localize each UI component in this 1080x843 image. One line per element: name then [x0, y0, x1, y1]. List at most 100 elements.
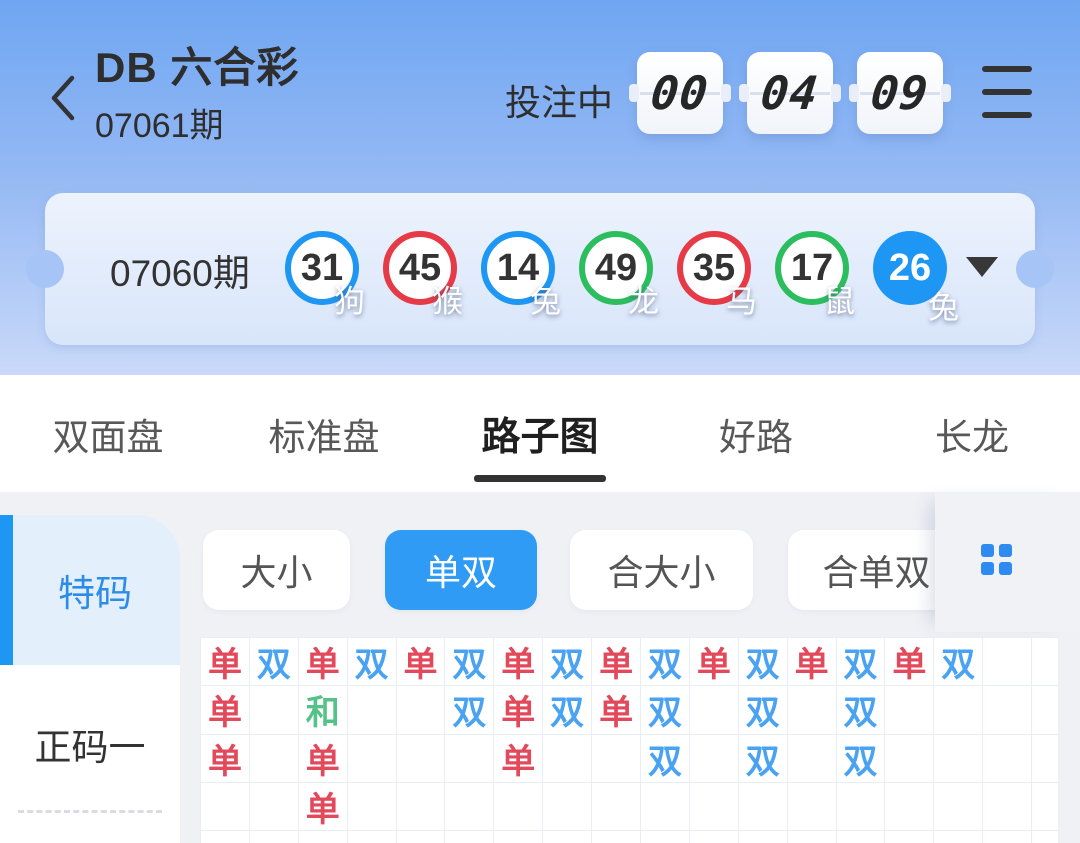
- tab-label: 长龙: [935, 416, 1009, 458]
- tab-bar: 双面盘 标准盘 路子图 好路 长龙: [0, 375, 1080, 492]
- roadmap-cell: 单: [787, 638, 837, 687]
- roadmap-cell: [738, 782, 788, 832]
- roadmap-cell: [201, 782, 250, 832]
- roadmap-cell: 双: [738, 638, 788, 687]
- roadmap-cell: [592, 831, 642, 843]
- lottery-ball-6: 26 兔: [873, 231, 959, 325]
- roadmap-cell: 双: [641, 638, 690, 687]
- tab-2[interactable]: 路子图: [455, 375, 625, 492]
- roadmap-cell: [836, 782, 886, 832]
- roadmap-cell: [934, 831, 984, 843]
- draw-balls-row: 31 狗 45 猴 14 兔 49 龙 35 马 17 鼠 26 兔: [285, 231, 959, 325]
- sidebar-item-special-code[interactable]: 特码: [0, 515, 180, 665]
- tab-1[interactable]: 标准盘: [239, 375, 409, 492]
- roadmap-cell: 单: [592, 638, 642, 687]
- ball-number: 49: [594, 246, 638, 289]
- countdown-hours-value: 00: [648, 66, 712, 120]
- roadmap-cell: [249, 734, 299, 783]
- roadmap-cell: [983, 638, 1033, 687]
- app-header: DB 六合彩 07061期 投注中 00 04 09 07060期 31 狗 45 猴…: [0, 0, 1080, 375]
- roadmap-cell: [249, 686, 299, 735]
- expand-caret-icon[interactable]: [966, 257, 998, 277]
- filter-button-2[interactable]: 合大小: [570, 530, 753, 610]
- roadmap-cell: 单: [494, 686, 544, 735]
- roadmap-cell: 单: [201, 686, 250, 735]
- roadmap-cell: [249, 782, 299, 832]
- ball-zodiac-label: 兔: [928, 290, 959, 325]
- ball-zodiac-label: 龙: [628, 284, 659, 319]
- roadmap-cell: 双: [641, 686, 690, 735]
- tab-label: 路子图: [481, 415, 599, 459]
- ball-number: 17: [790, 246, 834, 289]
- roadmap-cell: [690, 831, 739, 843]
- roadmap-cell: [885, 686, 935, 735]
- roadmap-cell: [641, 782, 690, 832]
- ball-number: 26: [888, 246, 932, 289]
- roadmap-cell: 双: [934, 638, 984, 687]
- ball-number: 31: [300, 246, 344, 289]
- roadmap-cell: [1032, 735, 1058, 783]
- roadmap-cell: [1032, 638, 1058, 687]
- roadmap-cell: [1032, 831, 1058, 843]
- roadmap-cell: 单: [494, 638, 544, 687]
- roadmap-cell: [592, 782, 642, 832]
- roadmap-cell: [788, 831, 837, 843]
- filter-button-0[interactable]: 大小: [203, 530, 350, 610]
- back-button[interactable]: [44, 72, 84, 124]
- roadmap-cell: [397, 831, 446, 843]
- roadmap-cell: 单: [885, 638, 935, 687]
- lottery-ball-4: 35 马: [677, 231, 757, 319]
- roadmap-cell: [396, 782, 446, 832]
- lottery-ball-3: 49 龙: [579, 231, 659, 319]
- roadmap-cell: 单: [494, 734, 544, 783]
- roadmap-cell: [445, 831, 495, 843]
- roadmap-cell: [837, 831, 886, 843]
- roadmap-cell: 双: [445, 686, 495, 735]
- last-draw-card[interactable]: 07060期 31 狗 45 猴 14 兔 49 龙 35 马 17 鼠 26 兔: [26, 193, 1054, 345]
- lottery-ball-1: 45 猴: [383, 231, 463, 319]
- ball-zodiac-label: 猴: [432, 284, 463, 319]
- roadmap-cell: 双: [445, 638, 495, 687]
- roadmap-grid: 单双单双单双单双单双单双单双单双单和双单双单双双双单单单双双双单: [200, 637, 1058, 843]
- sidebar-item-label: 特码: [58, 573, 132, 614]
- roadmap-cell: [983, 782, 1033, 832]
- active-indicator-bar: [0, 515, 13, 665]
- roadmap-cell: [983, 734, 1033, 783]
- roadmap-cell: 双: [836, 734, 886, 783]
- roadmap-cell: 双: [836, 638, 886, 687]
- roadmap-cell: 和: [298, 686, 348, 735]
- roadmap-cell: 双: [836, 686, 886, 735]
- roadmap-cell: 单: [298, 734, 348, 783]
- sidebar-item-zhengma-1[interactable]: 正码一: [0, 665, 180, 843]
- roadmap-cell: [543, 734, 593, 783]
- roadmap-cell: [543, 831, 593, 843]
- roadmap-cell: [983, 686, 1033, 735]
- divider: [18, 810, 162, 813]
- roadmap-cell: 双: [738, 686, 788, 735]
- grid-expand-icon[interactable]: [981, 544, 1012, 575]
- tab-label: 双面盘: [52, 416, 164, 458]
- roadmap-cell: [739, 831, 788, 843]
- roadmap-cell: [347, 686, 397, 735]
- roadmap-cell: [885, 782, 935, 832]
- roadmap-cell: [201, 831, 250, 843]
- roadmap-cell: 单: [298, 782, 348, 832]
- roadmap-cell: 双: [641, 734, 690, 783]
- tab-3[interactable]: 好路: [671, 375, 841, 492]
- tab-4[interactable]: 长龙: [887, 375, 1057, 492]
- tab-0[interactable]: 双面盘: [23, 375, 193, 492]
- filter-button-1[interactable]: 单双: [385, 530, 537, 610]
- hamburger-menu-icon[interactable]: [982, 66, 1032, 118]
- roadmap-cell: [787, 782, 837, 832]
- roadmap-cell: [983, 831, 1033, 843]
- roadmap-cell: [494, 782, 544, 832]
- back-chevron-icon: [51, 75, 75, 121]
- roadmap-cell: [299, 831, 348, 843]
- roadmap-cell: [1032, 783, 1058, 832]
- ticket-notch-left: [26, 250, 64, 288]
- roadmap-cell: 双: [543, 686, 593, 735]
- ball-zodiac-label: 兔: [530, 284, 561, 319]
- roadmap-cell: [445, 782, 495, 832]
- lottery-ball-5: 17 鼠: [775, 231, 855, 319]
- filter-expand-panel: [935, 492, 1080, 632]
